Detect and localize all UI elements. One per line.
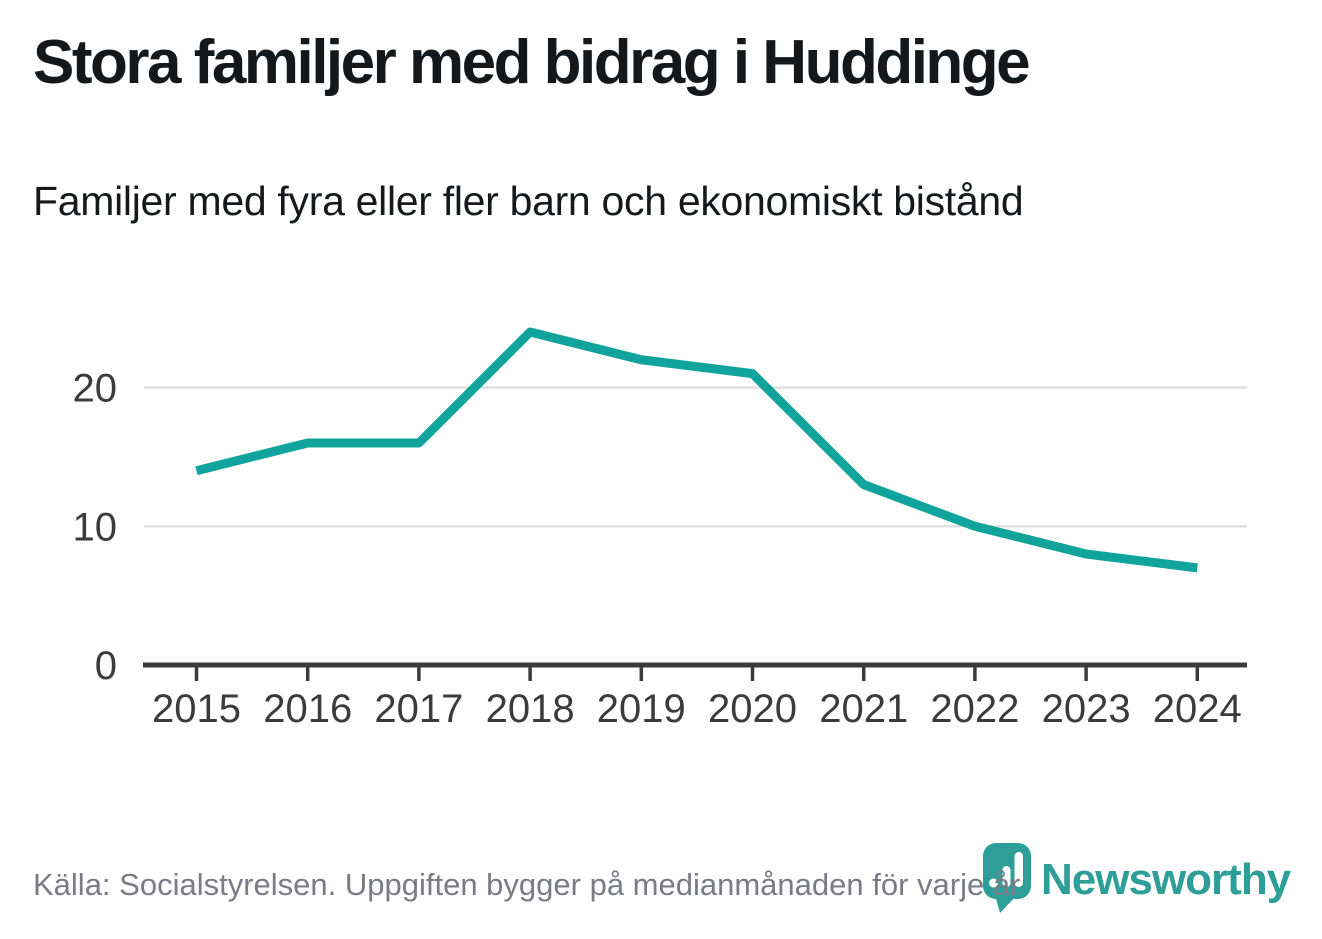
x-tick-label: 2016: [263, 687, 352, 731]
y-tick-label: 20: [73, 367, 118, 411]
x-tick-label: 2017: [374, 687, 463, 731]
x-tick-label: 2021: [819, 687, 908, 731]
x-tick-label: 2015: [152, 687, 241, 731]
newsworthy-wordmark: Newsworthy: [1041, 855, 1291, 904]
x-tick-label: 2019: [597, 687, 686, 731]
chart-title: Stora familjer med bidrag i Huddinge: [33, 28, 1031, 97]
x-tick-label: 2020: [708, 687, 797, 731]
y-tick-label: 0: [95, 644, 117, 688]
x-tick-label: 2022: [930, 687, 1019, 731]
newsworthy-logo: Newsworthy: [983, 843, 1291, 913]
chart-subtitle: Familjer med fyra eller fler barn och ek…: [33, 178, 1024, 224]
y-tick-label: 10: [73, 505, 118, 549]
chart-speech-bubble-icon: [983, 843, 1031, 913]
data-line: [195, 327, 1198, 573]
source-note: Källa: Socialstyrelsen. Uppgiften bygger…: [33, 867, 1021, 902]
x-tick-label: 2023: [1042, 687, 1131, 731]
x-tick-label: 2024: [1153, 687, 1242, 731]
x-tick-label: 2018: [486, 687, 575, 731]
